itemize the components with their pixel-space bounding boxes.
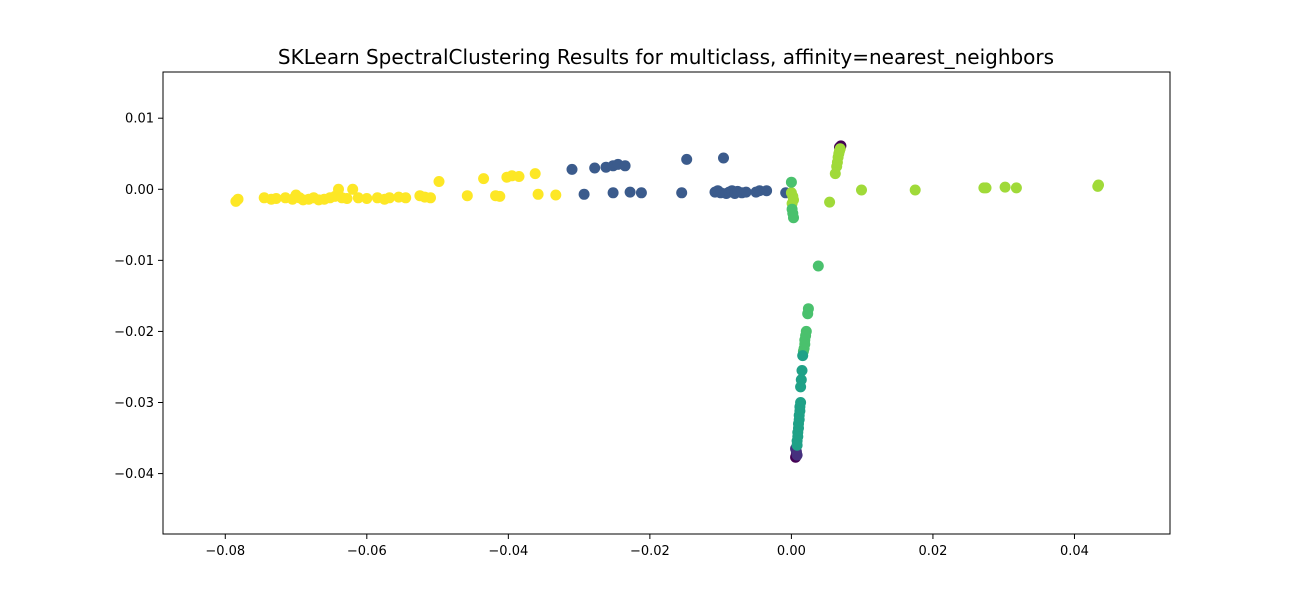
y-tick-label: 0.00 [125, 183, 154, 198]
data-point [384, 192, 395, 204]
data-point [812, 260, 824, 272]
x-tick-label: −0.08 [205, 544, 245, 559]
x-tick-label: −0.06 [347, 544, 387, 559]
x-tick-label: 0.04 [1060, 544, 1089, 559]
data-point [478, 173, 490, 185]
data-point [270, 193, 282, 204]
data-point [425, 192, 436, 204]
data-point [566, 163, 578, 175]
data-point [635, 187, 647, 199]
data-point [513, 171, 525, 182]
data-point [352, 192, 364, 204]
y-tick-label: −0.02 [114, 325, 154, 340]
data-point [802, 308, 814, 320]
y-tick-label: −0.04 [114, 467, 154, 482]
plot-frame [162, 71, 1171, 535]
data-point [795, 381, 807, 393]
y-tick-label: −0.03 [114, 396, 154, 411]
data-point [578, 188, 590, 200]
data-point [740, 186, 752, 198]
data-point [791, 449, 803, 461]
data-point [532, 188, 544, 200]
data-point [347, 183, 359, 195]
data-point [232, 193, 244, 205]
y-axis: 0.01 0.00 −0.01 −0.02 −0.03 −0.04 [114, 112, 163, 482]
data-point [619, 160, 631, 172]
data-point [834, 143, 846, 155]
data-point [718, 152, 729, 164]
data-point [791, 439, 803, 451]
data-point [797, 350, 809, 362]
data-point [785, 176, 797, 188]
x-axis: −0.08 −0.06 −0.04 −0.02 0.00 0.02 0.04 [205, 534, 1089, 559]
data-point [676, 187, 688, 199]
data-point [980, 182, 992, 194]
x-tick-label: 0.00 [777, 544, 806, 559]
data-points [230, 140, 1104, 463]
data-point [400, 192, 412, 204]
data-point [788, 212, 799, 224]
data-point [433, 176, 445, 187]
data-point [761, 185, 773, 197]
x-tick-label: 0.02 [918, 544, 947, 559]
data-point [494, 190, 506, 202]
data-point [550, 189, 562, 201]
data-point [796, 365, 808, 376]
data-point [624, 186, 636, 198]
data-point [681, 153, 693, 165]
data-point [589, 162, 601, 174]
data-point [909, 184, 921, 196]
data-point [1093, 179, 1104, 191]
data-point [361, 193, 373, 204]
data-point [341, 193, 353, 204]
data-point [1010, 182, 1022, 194]
y-tick-label: −0.01 [114, 254, 154, 269]
data-point [999, 181, 1011, 193]
data-point [824, 196, 836, 208]
data-point [529, 168, 541, 180]
x-tick-label: −0.04 [488, 544, 528, 559]
data-point [333, 183, 344, 195]
y-tick-label: 0.01 [125, 112, 154, 127]
x-tick-label: −0.02 [630, 544, 670, 559]
data-point [461, 190, 473, 202]
chart-title: SKLearn SpectralClustering Results for m… [278, 45, 1054, 69]
data-point [607, 187, 619, 199]
data-point [856, 184, 867, 196]
